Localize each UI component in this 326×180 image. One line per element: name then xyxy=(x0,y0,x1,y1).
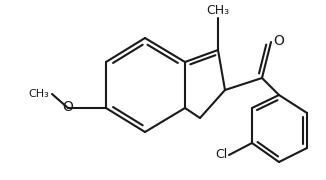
Text: O: O xyxy=(273,34,284,48)
Text: Cl: Cl xyxy=(216,148,228,161)
Text: CH₃: CH₃ xyxy=(206,4,230,17)
Text: CH₃: CH₃ xyxy=(28,89,49,99)
Text: O: O xyxy=(63,100,73,114)
